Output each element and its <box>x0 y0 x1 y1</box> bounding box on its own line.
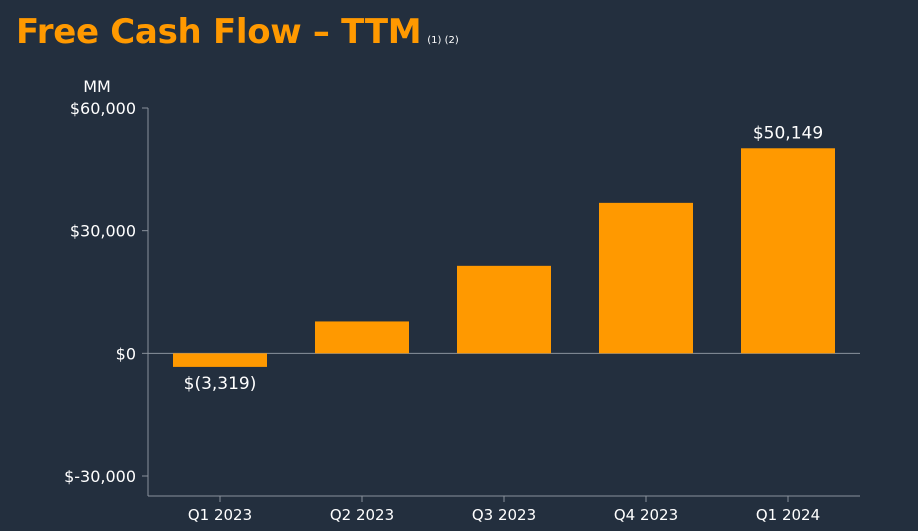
bar <box>599 202 693 354</box>
y-tick-label: $60,000 <box>70 99 136 118</box>
y-unit-label: MM <box>83 77 111 96</box>
data-label: $(3,319) <box>184 374 257 394</box>
x-tick-label: Q1 2023 <box>188 506 252 524</box>
chart-title: Free Cash Flow – TTM (1) (2) <box>16 12 459 52</box>
data-label: $50,149 <box>753 123 823 143</box>
y-tick-label: $-30,000 <box>64 467 136 486</box>
y-tick-label: $0 <box>116 344 136 363</box>
x-tick-label: Q2 2023 <box>330 506 394 524</box>
chart-title-text: Free Cash Flow – TTM <box>16 12 422 52</box>
x-tick-label: Q3 2023 <box>472 506 536 524</box>
title-footnote: (1) (2) <box>427 35 459 46</box>
bar <box>315 321 409 354</box>
bar <box>741 148 835 354</box>
x-tick-label: Q4 2023 <box>614 506 678 524</box>
y-tick-label: $30,000 <box>70 222 136 241</box>
x-tick-label: Q1 2024 <box>756 506 820 524</box>
bar <box>173 353 267 367</box>
bar <box>457 265 551 354</box>
labels: $60,000 $30,000 $0 $-30,000 Q1 2023 $(3,319) Q… <box>64 99 823 524</box>
bars <box>173 148 835 367</box>
